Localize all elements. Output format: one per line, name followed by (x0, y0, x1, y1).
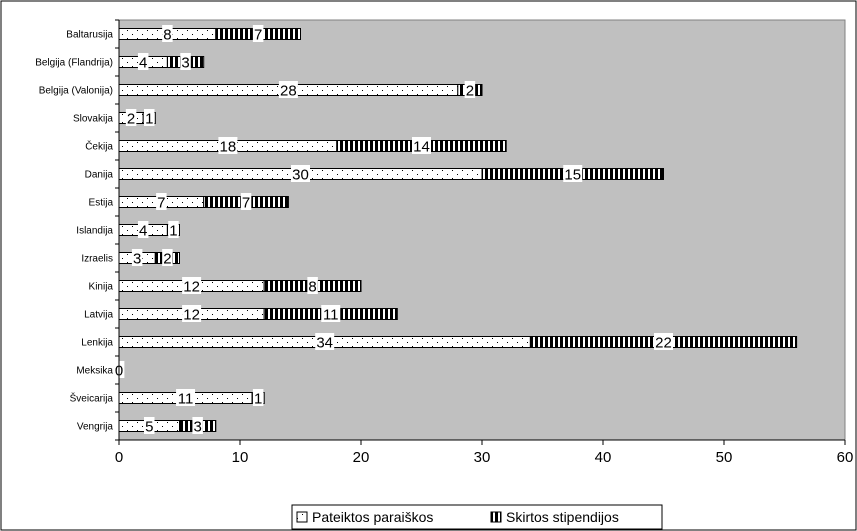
category-label: Belgija (Flandrija) (35, 58, 113, 69)
data-label: 5 (145, 419, 153, 436)
data-label: 12 (183, 307, 200, 324)
data-label-bg (315, 333, 335, 350)
data-label-bg (192, 417, 203, 434)
data-label-bg (168, 221, 179, 238)
category-label: Izraelis (81, 254, 113, 265)
data-label: 4 (139, 55, 147, 72)
data-label-bg (654, 333, 673, 350)
data-label: 11 (178, 391, 194, 408)
category-label: Slovakija (73, 114, 113, 125)
data-label-bg (182, 305, 202, 322)
data-label-bg (137, 221, 149, 238)
legend: Pateiktos paraiškos Skirtos stipendijos (291, 504, 663, 530)
category-label: Meksika (76, 366, 113, 377)
data-label: 2 (127, 111, 135, 128)
data-label: 3 (181, 55, 189, 72)
data-label-bg (182, 277, 202, 294)
data-label-bg (464, 81, 476, 98)
data-label: 15 (564, 167, 581, 184)
legend-label-series-1: Pateiktos paraiškos (312, 509, 433, 525)
data-label-bg (144, 417, 155, 434)
data-label: 12 (183, 279, 200, 296)
data-label-bg (563, 165, 583, 182)
data-label: 1 (145, 111, 153, 128)
bars-layer: 8743282211814301577413212812113422001115… (113, 25, 798, 436)
data-label-bg (252, 389, 264, 406)
data-label: 8 (163, 27, 171, 44)
data-label: 1 (254, 391, 262, 408)
category-labels: Baltarusija Belgija (Flandrija) Belgija (V… (35, 19, 120, 441)
data-label: 11 (323, 307, 339, 324)
x-tick-label: 20 (353, 449, 370, 466)
plot-area (118, 19, 846, 441)
data-label-bg (240, 193, 252, 210)
category-label: Šveicarija (70, 392, 114, 405)
data-label: 7 (157, 195, 165, 212)
x-tick-label: 10 (232, 449, 249, 466)
data-label-bg (156, 193, 167, 210)
data-label: 7 (242, 195, 250, 212)
data-label: 1 (169, 223, 177, 240)
data-label-bg (307, 277, 318, 294)
data-label-bg (278, 81, 298, 98)
data-label: 30 (292, 167, 309, 184)
data-label: 18 (220, 139, 237, 156)
data-label-bg (125, 109, 137, 126)
data-label: 2 (466, 83, 474, 100)
category-label: Latvija (84, 310, 113, 321)
legend-swatch-series-2 (490, 511, 502, 523)
data-label-bg (218, 137, 238, 154)
data-label: 8 (308, 279, 316, 296)
x-axis: 0 10 20 30 40 50 60 (115, 439, 854, 466)
category-label: Lenkija (81, 338, 113, 349)
category-label: Baltarusija (66, 30, 113, 41)
x-tick-label: 30 (474, 449, 491, 466)
x-tick-label: 50 (716, 449, 733, 466)
data-label-bg (176, 389, 196, 406)
data-label-bg (162, 249, 173, 266)
data-label: 34 (316, 335, 333, 352)
data-label-bg (162, 25, 173, 42)
data-label-bg (252, 25, 264, 42)
x-tick-label: 60 (837, 449, 854, 466)
legend-box (291, 504, 663, 530)
category-label: Čekija (85, 140, 113, 153)
legend-swatch-series-1 (296, 511, 308, 523)
x-tick-label: 0 (115, 449, 123, 466)
data-label: 3 (193, 419, 201, 436)
category-label: Belgija (Valonija) (39, 86, 113, 97)
data-label-bg (137, 53, 149, 70)
data-label-bg (291, 165, 310, 182)
category-label: Kinija (89, 282, 114, 293)
category-label: Islandija (76, 226, 113, 237)
category-label: Danija (85, 170, 114, 181)
data-label-bg (180, 53, 191, 70)
data-label: 3 (133, 251, 141, 268)
data-label: 2 (163, 251, 171, 268)
category-label: Estija (89, 198, 114, 209)
category-label: Vengrija (77, 422, 114, 433)
x-tick-label: 40 (595, 449, 612, 466)
data-label: 4 (139, 223, 147, 240)
legend-label-series-2: Skirtos stipendijos (506, 509, 619, 525)
data-label-bg (321, 305, 341, 322)
data-label: 14 (413, 139, 430, 156)
data-label: 22 (655, 335, 672, 352)
data-label: 7 (254, 27, 262, 44)
data-label-bg (412, 137, 431, 154)
data-label: 28 (280, 83, 297, 100)
data-label-bg (131, 249, 143, 266)
data-label-bg (144, 109, 155, 126)
